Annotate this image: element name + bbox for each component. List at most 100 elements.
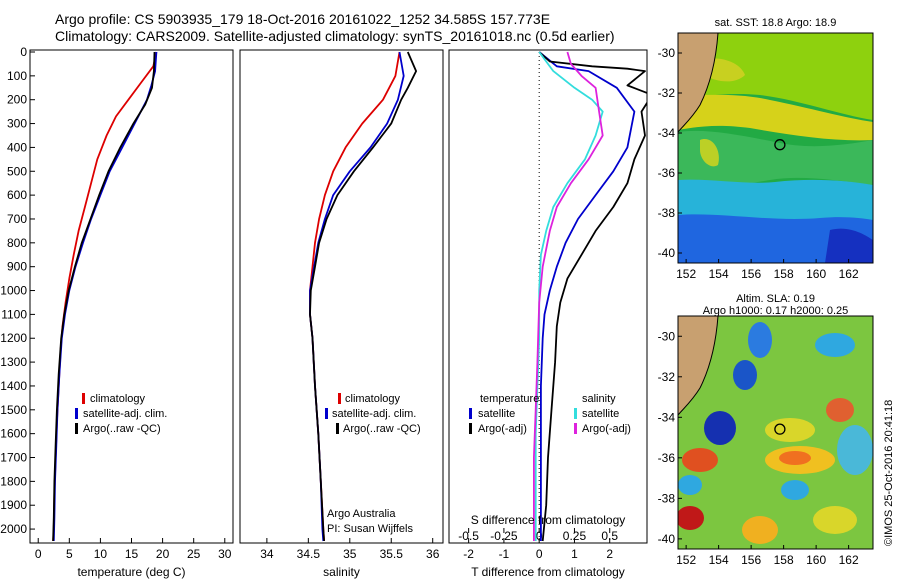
lon-tick-label: 160 — [806, 267, 826, 281]
legend-label-argo: Argo(..raw -QC) — [343, 423, 421, 435]
sla-map-frame — [677, 315, 874, 550]
header-line-1: Argo profile: CS 5903935_179 18-Oct-2016… — [55, 11, 550, 27]
x-tick-label: 35.5 — [380, 547, 404, 561]
legend-swatch-s-argo — [574, 423, 577, 434]
sla-high-band — [813, 506, 857, 534]
y-tick-label: 800 — [7, 236, 27, 250]
legend-swatch-t-argo — [469, 423, 472, 434]
x-tick-label: 15 — [125, 547, 139, 561]
s-difference-axis-label: S difference from climatology — [471, 513, 626, 527]
t-difference-axis-label: T difference from climatology — [471, 565, 625, 579]
imos-credit: ©IMOS 25-Oct-2016 20:41:18 — [883, 400, 895, 546]
salinity-plot-frame — [239, 49, 444, 544]
y-tick-label: 2000 — [0, 522, 27, 536]
y-tick-label: 1300 — [0, 355, 27, 369]
sla-low-eddy — [733, 360, 757, 390]
x-tick-label: 10 — [94, 547, 108, 561]
legend-label-t-argo: Argo(-adj) — [478, 423, 527, 435]
lat-tick-label: -34 — [658, 126, 676, 140]
legend-label-satellite: satellite-adj. clim. — [332, 408, 416, 420]
sla-map-title: Altim. SLA: 0.19 — [736, 293, 815, 305]
lat-tick-label: -32 — [658, 86, 676, 100]
lon-tick-label: 152 — [676, 267, 696, 281]
x-tick-label: 0 — [536, 547, 543, 561]
legend-title-temperature: temperature — [480, 393, 539, 405]
y-tick-label: 0 — [20, 45, 27, 59]
x-tick-label: 5 — [66, 547, 73, 561]
salinity-axis-label: salinity — [323, 565, 360, 579]
sst-land — [678, 33, 718, 132]
y-tick-label: 600 — [7, 188, 27, 202]
pi-note: PI: Susan Wijffels — [327, 523, 413, 535]
x-tick-label: 36 — [426, 547, 440, 561]
argo-location-marker — [774, 139, 786, 151]
sla-high-core — [826, 398, 854, 422]
legend-label-argo: Argo(..raw -QC) — [83, 423, 161, 435]
lon-tick-label: 158 — [774, 267, 794, 281]
lat-tick-label: -30 — [658, 46, 676, 60]
lat-tick-label: -32 — [658, 370, 676, 384]
sst-map-title: sat. SST: 18.8 Argo: 18.9 — [715, 17, 837, 29]
sla-high-core — [779, 451, 811, 465]
y-tick-label: 500 — [7, 164, 27, 178]
sla-low-eddy — [748, 322, 772, 358]
lat-tick-label: -36 — [658, 451, 676, 465]
sla-map-axes: 152 154 156 158 160 162 -30 -32 -34 -36 -38 -40 — [658, 329, 859, 567]
sst-map-axes: 152 154 156 158 160 162 -30 -32 -34 -36 -38 -40 — [658, 46, 859, 281]
y-tick-label: 1800 — [0, 474, 27, 488]
s-tick-label: 0.25 — [563, 529, 587, 543]
lat-tick-label: -36 — [658, 166, 676, 180]
x-tick-label: -2 — [463, 547, 474, 561]
series-line — [538, 51, 636, 541]
header-line-2: Climatology: CARS2009. Satellite-adjuste… — [55, 28, 615, 44]
sla-deep-low — [704, 411, 736, 445]
sst-coastline — [678, 33, 719, 133]
legend-label-climatology: climatology — [345, 393, 401, 405]
legend-swatch-argo — [336, 423, 339, 434]
depth-axis: 0 100 200 300 400 500 600 700 800 900 1000 1100 1200… — [0, 45, 35, 536]
y-tick-label: 1700 — [0, 451, 27, 465]
x-tick-label: 0 — [35, 547, 42, 561]
y-tick-label: 400 — [7, 140, 27, 154]
s-tick-label: 0.5 — [601, 529, 618, 543]
x-tick-label: 2 — [606, 547, 613, 561]
s-tick-label: -0.25 — [490, 529, 518, 543]
legend-label-climatology: climatology — [90, 393, 146, 405]
sla-high-band — [765, 418, 815, 442]
x-tick-label: 34 — [260, 547, 274, 561]
salinity-series — [309, 51, 417, 542]
x-tick-label: 34.5 — [297, 547, 321, 561]
difference-series — [533, 51, 647, 542]
sla-land — [678, 316, 718, 415]
y-tick-label: 1000 — [0, 284, 27, 298]
y-tick-label: 700 — [7, 212, 27, 226]
lon-tick-label: 154 — [709, 267, 729, 281]
sla-map-subtitle: Argo h1000: 0.17 h2000: 0.25 — [703, 305, 849, 317]
legend-title-salinity: salinity — [582, 393, 616, 405]
lat-tick-label: -38 — [658, 491, 676, 505]
temperature-panel: 0100200300400500600700800900100011001200… — [0, 45, 234, 579]
temperature-series — [52, 51, 158, 542]
y-tick-label: 1500 — [0, 403, 27, 417]
sst-map-panel: sat. SST: 18.8 Argo: 18.9 152 154 156 158 16… — [658, 17, 874, 281]
sla-low-eddy — [678, 475, 702, 495]
legend-swatch-satellite — [75, 408, 78, 419]
series-line — [533, 51, 604, 541]
y-tick-label: 900 — [7, 260, 27, 274]
sst-mid-band — [678, 130, 873, 190]
legend-swatch-t-satellite — [469, 408, 472, 419]
legend-label-s-argo: Argo(-adj) — [582, 423, 631, 435]
y-tick-label: 1600 — [0, 427, 27, 441]
lon-tick-label: 154 — [709, 553, 729, 567]
legend-swatch-climatology — [82, 393, 85, 404]
y-tick-label: 200 — [7, 93, 27, 107]
sla-low-eddy — [815, 333, 855, 357]
series-line — [538, 51, 647, 542]
legend-label-s-satellite: satellite — [582, 408, 619, 420]
x-tick-label: 25 — [187, 547, 201, 561]
sla-high-band — [742, 516, 778, 544]
sla-map-image — [678, 316, 873, 549]
x-tick-label: -1 — [499, 547, 510, 561]
lat-tick-label: -40 — [658, 246, 676, 260]
